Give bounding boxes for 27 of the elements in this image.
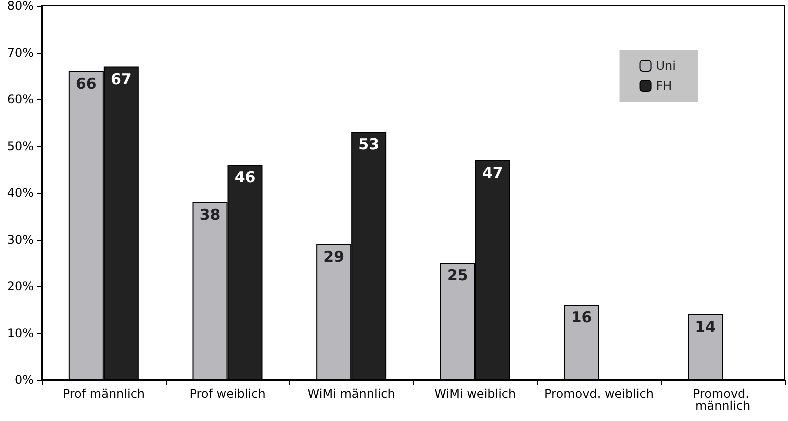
x-tick-label: Promovd. weiblich [544, 387, 654, 401]
data-label: 67 [110, 70, 132, 88]
x-tick-label: WiMi männlich [308, 387, 396, 401]
y-tick-label: 20% [7, 280, 34, 294]
x-tick-label: Prof männlich [62, 387, 146, 401]
data-label: 38 [200, 206, 221, 224]
y-tick-label: 0% [14, 373, 34, 387]
y-tick-label: 60% [7, 92, 34, 106]
y-tick-label: 70% [7, 46, 34, 60]
y-tick-label: 40% [7, 186, 34, 200]
x-tick-label: Promovd. männlich [692, 387, 754, 413]
x-tick-label: Prof weiblich [190, 387, 266, 401]
data-label: 47 [482, 164, 504, 182]
y-tick-label: 80% [7, 0, 34, 13]
data-label: 16 [571, 308, 592, 327]
data-label: 66 [76, 74, 97, 93]
legend-label: Uni [656, 59, 676, 73]
legend-label: FH [656, 79, 672, 93]
data-label: 25 [447, 266, 468, 285]
data-label: 14 [695, 318, 716, 336]
y-tick-label: 30% [7, 232, 34, 247]
data-label: 53 [358, 136, 380, 154]
data-label: 29 [324, 248, 345, 266]
y-tick-label: 50% [7, 139, 34, 154]
data-label: 46 [234, 168, 256, 186]
x-tick-label: WiMi weiblich [434, 387, 516, 401]
y-tick-label: 10% [7, 326, 34, 340]
